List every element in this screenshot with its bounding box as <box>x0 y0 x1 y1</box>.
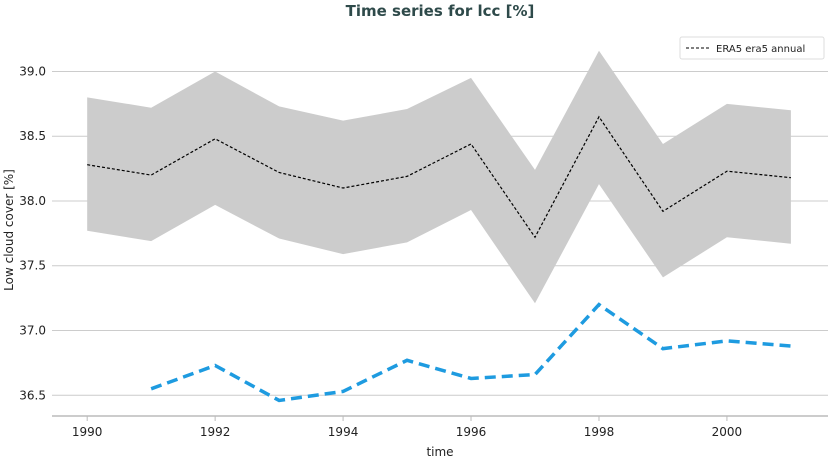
x-axis-label: time <box>426 445 453 457</box>
x-tick-label: 2000 <box>712 425 743 439</box>
x-tick-label: 1990 <box>72 425 103 439</box>
era5-mean-line <box>87 115 791 239</box>
y-tick-label: 37.0 <box>19 324 46 338</box>
legend: ERA5 era5 annual <box>679 36 825 60</box>
y-tick-label: 38.0 <box>19 194 46 208</box>
legend-box <box>679 36 825 60</box>
y-tick-label: 36.5 <box>19 388 46 402</box>
y-tick-label: 38.5 <box>19 129 46 143</box>
uncertainty-band <box>87 50 791 304</box>
x-tick-label: 1998 <box>584 425 615 439</box>
y-tick-label: 39.0 <box>19 64 46 78</box>
x-tick-label: 1996 <box>456 425 487 439</box>
legend-label: ERA5 era5 annual <box>716 44 805 55</box>
chart-title: Time series for lcc [%] <box>346 2 535 20</box>
x-tick-label: 1992 <box>200 425 231 439</box>
y-axis-label: Low cloud cover [%] <box>2 169 16 291</box>
blue-series-line <box>150 302 792 403</box>
x-tick-label: 1994 <box>328 425 359 439</box>
y-tick-label: 37.5 <box>19 259 46 273</box>
